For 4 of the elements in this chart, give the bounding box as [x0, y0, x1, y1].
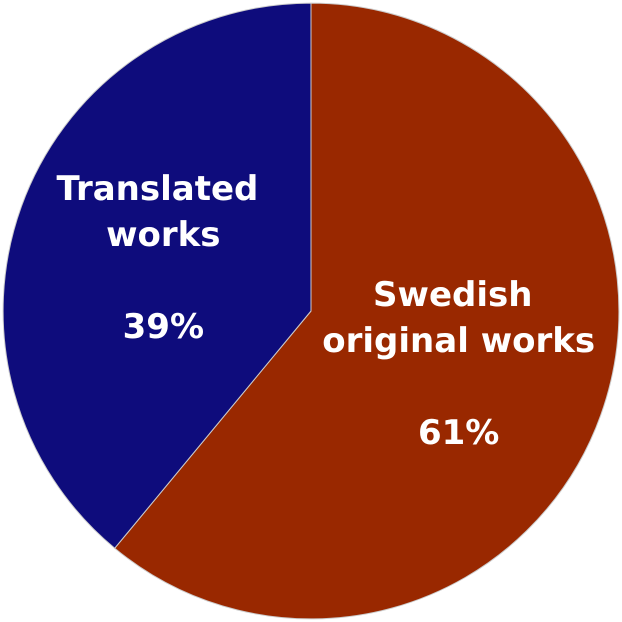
data-label: 61% — [418, 413, 500, 454]
slice-label: Swedish original works — [322, 275, 596, 362]
data-label: 39% — [122, 306, 204, 347]
slice-label: Translated works — [56, 168, 270, 255]
